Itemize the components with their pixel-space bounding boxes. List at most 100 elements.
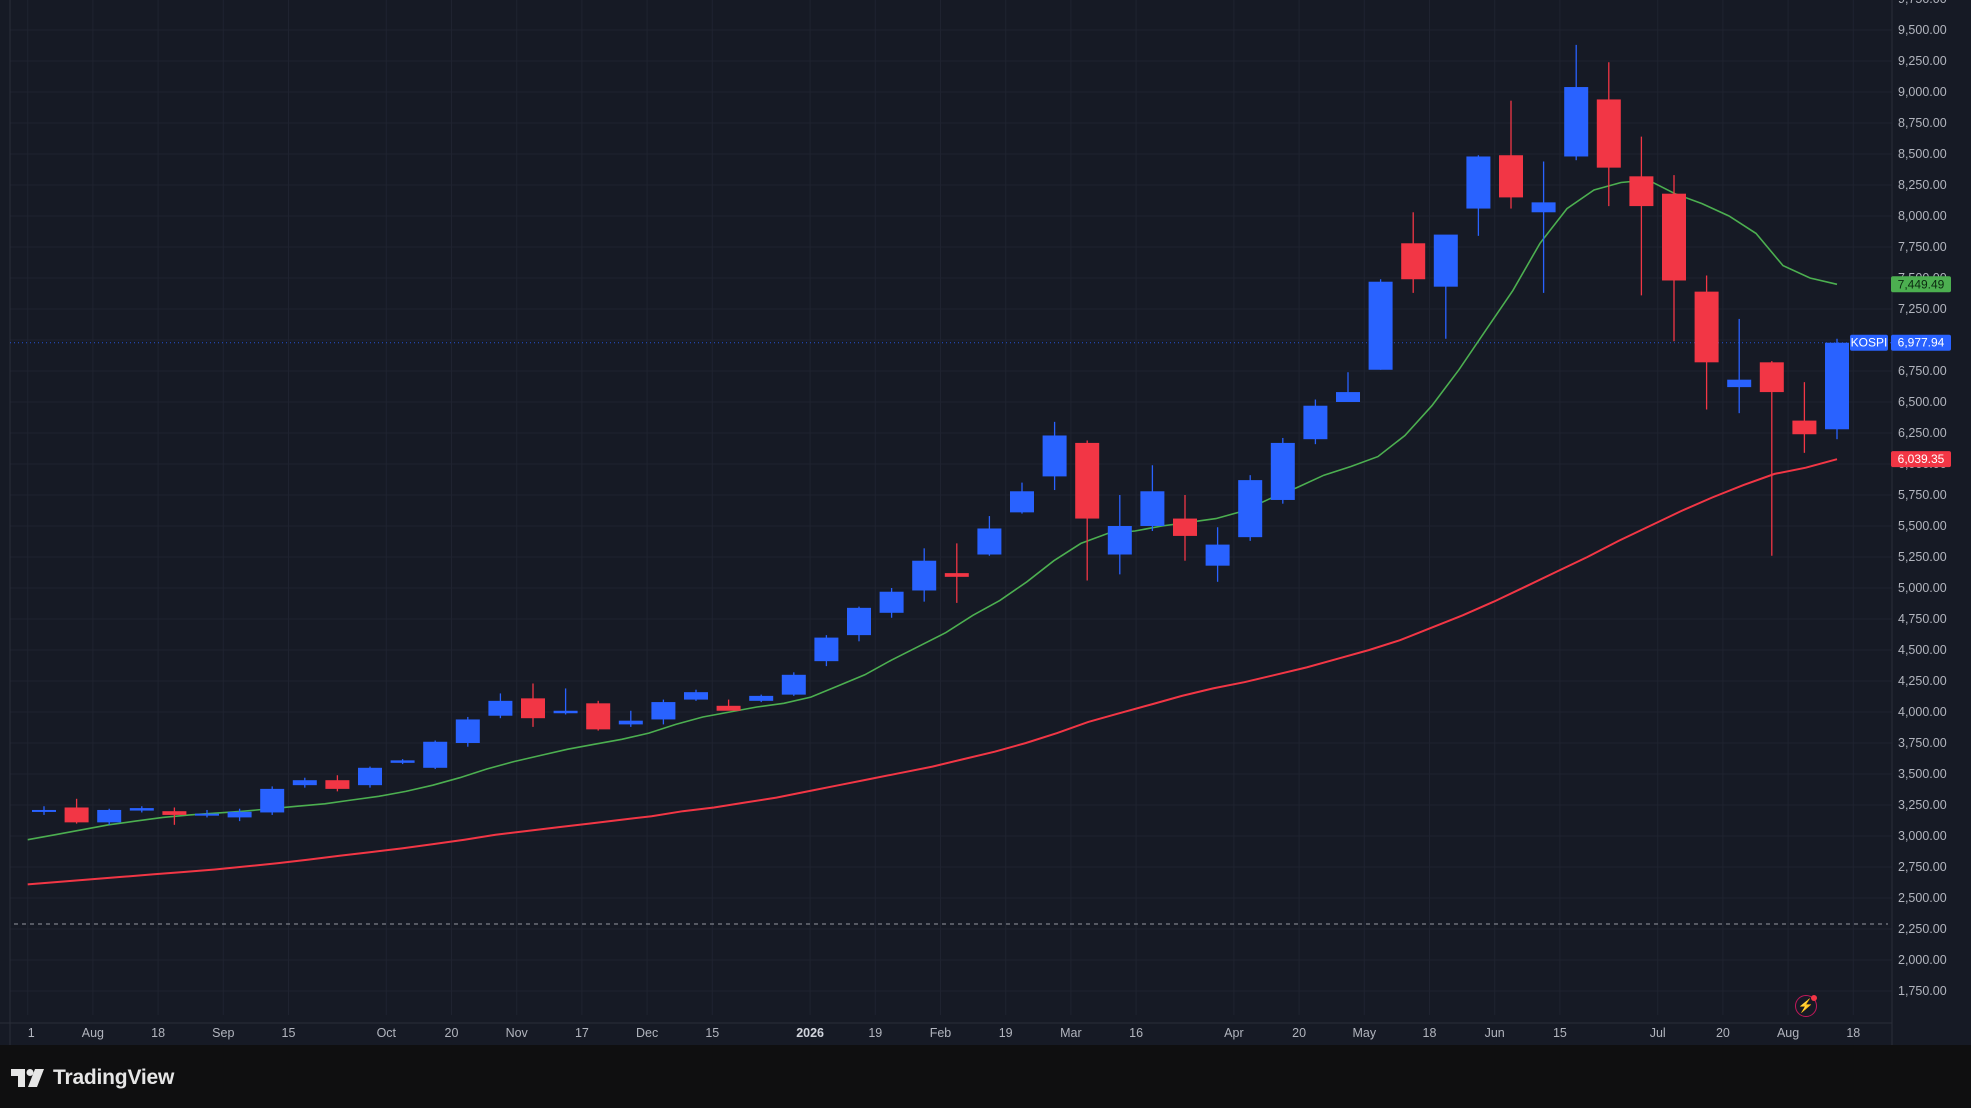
y-axis-tick-label: 5,750.00 bbox=[1898, 488, 1947, 502]
ma-fast-line bbox=[27, 179, 1838, 841]
ma-slow-price-tag: 6,039.35 bbox=[1898, 452, 1945, 466]
y-axis-tick-label: 6,750.00 bbox=[1898, 364, 1947, 378]
y-axis-tick-label: 8,500.00 bbox=[1898, 147, 1947, 161]
candle-body bbox=[847, 607, 871, 636]
x-axis-tick-label: 20 bbox=[1716, 1026, 1730, 1040]
ma-slow-price-tag-bg bbox=[1891, 451, 1951, 468]
x-axis-tick-label: Jul bbox=[1650, 1026, 1666, 1040]
y-axis-tick-label: 8,250.00 bbox=[1898, 178, 1947, 192]
x-axis-tick-label: 20 bbox=[1292, 1026, 1306, 1040]
candle-body bbox=[1042, 435, 1067, 477]
candle-body bbox=[1238, 480, 1263, 538]
x-axis-tick-label: Jun bbox=[1485, 1026, 1505, 1040]
y-axis-tick-label: 3,750.00 bbox=[1898, 736, 1947, 750]
candle-body bbox=[260, 788, 285, 813]
x-axis-tick-label: Feb bbox=[930, 1026, 952, 1040]
x-axis-tick-label: 19 bbox=[999, 1026, 1013, 1040]
candle-body bbox=[1564, 87, 1589, 157]
candle-body bbox=[1792, 420, 1817, 435]
candle-body bbox=[814, 637, 839, 662]
y-axis-tick-label: 3,250.00 bbox=[1898, 798, 1947, 812]
x-axis-tick-label: 15 bbox=[1553, 1026, 1567, 1040]
candle-body bbox=[651, 702, 676, 720]
candle-body bbox=[32, 809, 56, 812]
x-axis-tick-label: 2026 bbox=[796, 1026, 824, 1040]
candle-body bbox=[1140, 491, 1165, 526]
candle-body bbox=[1433, 234, 1458, 287]
candle-body bbox=[1107, 526, 1132, 555]
candle-body bbox=[1270, 442, 1295, 500]
y-axis-tick-label: 8,000.00 bbox=[1898, 209, 1947, 223]
y-axis-tick-label: 2,000.00 bbox=[1898, 953, 1947, 967]
candle-body bbox=[1694, 291, 1719, 363]
x-axis-tick-label: May bbox=[1352, 1026, 1376, 1040]
price-chart[interactable]: 1,750.00 2,000.00 2,250.00 2,500.00 2,750.00… bbox=[0, 0, 1971, 1045]
candle-body bbox=[553, 710, 578, 714]
candle-body bbox=[749, 695, 774, 701]
x-axis-tick-label: Mar bbox=[1060, 1026, 1082, 1040]
y-axis-tick-label: 4,750.00 bbox=[1898, 612, 1947, 626]
candle-body bbox=[1303, 405, 1328, 440]
y-axis-tick-label: 5,500.00 bbox=[1898, 519, 1947, 533]
x-axis-tick-label: Aug bbox=[1777, 1026, 1799, 1040]
x-axis-tick-label: 18 bbox=[151, 1026, 165, 1040]
symbol-tag: KOSPI bbox=[1851, 336, 1888, 350]
brand-name: TradingView bbox=[53, 1066, 175, 1089]
candle-body bbox=[227, 811, 252, 818]
candle-body bbox=[1466, 156, 1491, 209]
x-axis-tick-label: Nov bbox=[506, 1026, 529, 1040]
candle-body bbox=[1010, 491, 1034, 513]
y-axis-tick-label: 4,500.00 bbox=[1898, 643, 1947, 657]
candle-body bbox=[1499, 155, 1523, 198]
y-axis-tick-label: 9,750.00 bbox=[1898, 0, 1947, 6]
candle-body bbox=[879, 591, 904, 613]
candle-body bbox=[455, 719, 480, 743]
y-axis-tick-label: 3,500.00 bbox=[1898, 767, 1947, 781]
y-axis-tick-label: 2,750.00 bbox=[1898, 860, 1947, 874]
y-axis-tick-label: 9,500.00 bbox=[1898, 23, 1947, 37]
candle-body bbox=[1629, 176, 1654, 207]
y-axis-tick-label: 7,250.00 bbox=[1898, 302, 1947, 316]
x-axis-tick-label: 15 bbox=[705, 1026, 719, 1040]
x-axis-tick-label: 17 bbox=[575, 1026, 589, 1040]
candle-body bbox=[1205, 544, 1230, 566]
candle-body bbox=[1531, 202, 1556, 213]
y-axis-tick-label: 4,250.00 bbox=[1898, 674, 1947, 688]
candle-body bbox=[1759, 362, 1784, 393]
y-axis-tick-label: 9,250.00 bbox=[1898, 54, 1947, 68]
candle-body bbox=[1368, 281, 1393, 370]
candle-body bbox=[292, 780, 317, 786]
x-axis-tick-label: Sep bbox=[212, 1026, 234, 1040]
candle-body bbox=[195, 813, 219, 816]
x-axis-tick-label: 16 bbox=[1129, 1026, 1143, 1040]
y-axis-tick-label: 5,000.00 bbox=[1898, 581, 1947, 595]
candle-body bbox=[1336, 392, 1360, 402]
realtime-flash-icon[interactable]: ⚡ bbox=[1795, 995, 1817, 1017]
y-axis-tick-label: 1,750.00 bbox=[1898, 984, 1947, 998]
candle-body bbox=[488, 700, 513, 716]
candle-body bbox=[1727, 379, 1752, 388]
x-axis-tick-label: 20 bbox=[445, 1026, 459, 1040]
ma-fast-price-tag: 7,449.49 bbox=[1898, 277, 1945, 291]
tradingview-logo-icon bbox=[11, 1069, 44, 1087]
candle-body bbox=[358, 767, 382, 786]
chart-area[interactable]: 1,750.00 2,000.00 2,250.00 2,500.00 2,750.00… bbox=[0, 0, 1971, 1045]
x-axis-tick-label: 18 bbox=[1846, 1026, 1860, 1040]
y-axis-tick-label: 6,250.00 bbox=[1898, 426, 1947, 440]
y-axis-tick-label: 9,000.00 bbox=[1898, 85, 1947, 99]
candle-body bbox=[781, 674, 806, 695]
candle-body bbox=[618, 720, 643, 725]
candle-body bbox=[1075, 442, 1100, 519]
x-axis-tick-label: Dec bbox=[636, 1026, 658, 1040]
y-axis-tick-label: 2,500.00 bbox=[1898, 891, 1947, 905]
candle-body bbox=[1401, 243, 1426, 280]
candle-body bbox=[423, 741, 448, 768]
ma-fast-price-tag-bg bbox=[1891, 276, 1951, 293]
symbol-tag-bg bbox=[1850, 334, 1888, 351]
y-axis-tick-label: 2,250.00 bbox=[1898, 922, 1947, 936]
x-axis-tick-label: Oct bbox=[377, 1026, 397, 1040]
tradingview-brand[interactable]: TradingView bbox=[11, 1066, 174, 1090]
candle-body bbox=[1825, 342, 1849, 430]
last-price-tag: 6,977.94 bbox=[1898, 336, 1945, 350]
x-axis-tick-label: 15 bbox=[282, 1026, 296, 1040]
